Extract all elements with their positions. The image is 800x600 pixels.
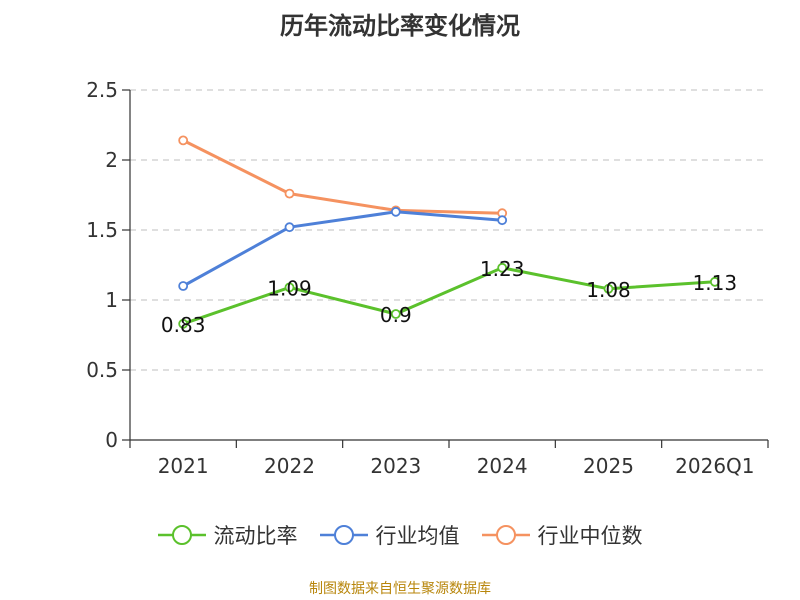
data-point [284,222,295,233]
data-point [284,282,295,293]
y-tick-label: 1 [105,288,118,312]
data-label: 0.83 [161,313,206,337]
data-point [178,318,189,329]
x-tick-label: 2024 [477,454,528,478]
legend-item-current-ratio[interactable]: 流动比率 [157,520,298,550]
data-point [497,262,508,273]
data-point [603,283,614,294]
legend-line-marker-icon [319,525,368,545]
legend-label: 行业均值 [375,524,460,548]
data-point [390,206,401,217]
legend: 流动比率 行业均值 行业中位数 [0,520,800,550]
legend-line-marker-icon [157,525,206,545]
y-tick-label: 0.5 [86,358,118,382]
data-label: 1.08 [586,278,631,302]
data-label: 1.13 [693,271,738,295]
x-tick-label: 2025 [583,454,634,478]
legend-label: 流动比率 [213,524,298,548]
chart-title: 历年流动比率变化情况 [280,12,520,40]
series-line [182,139,503,215]
source-note: 制图数据来自恒生聚源数据库 [309,581,491,597]
data-point [178,135,189,146]
data-point [284,188,295,199]
series-line [182,266,715,326]
data-point [178,281,189,291]
data-point [390,309,401,319]
data-label: 0.9 [380,303,412,327]
y-tick-label: 2.5 [86,78,118,102]
data-point [709,276,720,287]
y-tick-label: 1.5 [86,218,118,242]
x-tick-label: 2022 [264,454,315,478]
legend-label: 行业中位数 [537,524,643,548]
x-tick-label: 2023 [370,454,421,478]
y-tick-label: 0 [105,428,118,452]
legend-item-industry-median[interactable]: 行业中位数 [481,520,643,550]
legend-line-marker-icon [481,525,530,545]
x-tick-label: 2021 [158,454,209,478]
data-point [497,215,508,226]
series-line [182,210,503,288]
data-label: 1.23 [480,257,525,281]
x-tick-label: 2026Q1 [675,454,754,478]
y-tick-label: 2 [105,148,118,172]
legend-item-industry-mean[interactable]: 行业均值 [319,520,460,550]
data-label: 1.09 [267,276,312,300]
